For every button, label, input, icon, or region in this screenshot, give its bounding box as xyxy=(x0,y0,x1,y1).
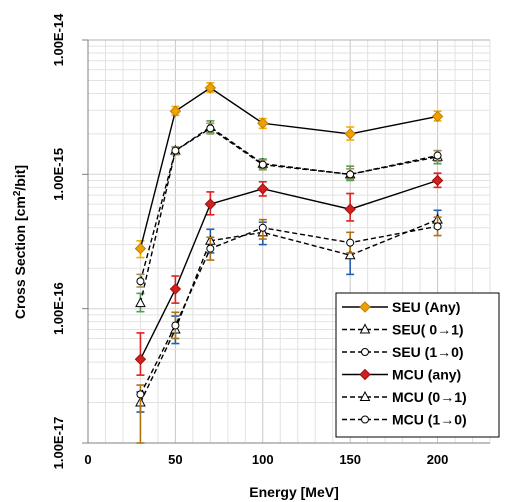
series-line xyxy=(139,218,438,403)
series-line xyxy=(139,87,438,249)
data-point xyxy=(346,170,355,179)
y-axis-title-end: /bit] xyxy=(12,165,28,191)
legend-item: SEU (1→0) xyxy=(342,344,464,360)
data-point xyxy=(136,390,145,399)
data-point xyxy=(135,297,146,308)
data-point xyxy=(258,223,267,232)
x-tick-label: 200 xyxy=(427,452,449,467)
legend-label: SEU (Any) xyxy=(392,299,460,315)
series-line xyxy=(139,225,438,395)
data-point xyxy=(171,146,180,155)
y-axis-title-sup: 2 xyxy=(12,190,23,196)
data-point xyxy=(169,105,182,117)
series-line xyxy=(139,127,438,282)
series-line xyxy=(139,126,438,304)
data-point xyxy=(344,203,356,215)
legend-marker xyxy=(359,323,371,334)
legend-label: MCU (0→1) xyxy=(392,389,467,405)
axes xyxy=(82,39,490,444)
series-group xyxy=(134,82,444,444)
series-3 xyxy=(134,172,444,376)
x-axis-title: Energy [MeV] xyxy=(249,484,338,500)
series-line xyxy=(139,179,438,360)
legend-marker xyxy=(361,415,369,424)
y-axis-title-main: Cross Section [cm xyxy=(12,196,28,319)
legend-item: SEU (Any) xyxy=(342,299,460,315)
data-point xyxy=(257,117,269,129)
data-point xyxy=(134,353,147,365)
data-point xyxy=(346,238,355,247)
x-tick-label: 100 xyxy=(252,452,274,467)
legend-label: SEU( 0→1) xyxy=(392,322,464,338)
legend: SEU (Any) SEU( 0→1) SEU (1→0) MCU (any) MCU … xyxy=(335,292,500,438)
data-point xyxy=(206,244,215,253)
legend-label: SEU (1→0) xyxy=(392,344,464,360)
data-point xyxy=(431,174,444,187)
tick-labels: 0 50 100 150 200 1.00E-17 1.00E-16 1.00E-15 1.00… xyxy=(51,13,448,470)
legend-box xyxy=(335,292,500,438)
data-point xyxy=(204,82,217,94)
legend-marker xyxy=(361,348,369,356)
data-point xyxy=(169,283,182,295)
legend-marker xyxy=(359,390,371,401)
series-2 xyxy=(136,122,442,288)
data-point xyxy=(433,151,442,160)
y-tick-label: 1.00E-15 xyxy=(51,148,66,201)
y-axis-title: Cross Section [cm2/bit] xyxy=(12,165,28,319)
data-point xyxy=(171,321,180,330)
data-point xyxy=(344,128,356,140)
series-1 xyxy=(135,120,443,313)
data-point xyxy=(206,124,215,133)
legend-item: MCU (any) xyxy=(342,367,461,383)
legend-item: SEU( 0→1) xyxy=(342,322,464,338)
y-tick-label: 1.00E-17 xyxy=(51,417,66,470)
data-point xyxy=(204,198,217,210)
data-point xyxy=(257,183,269,195)
legend-label: MCU (1→0) xyxy=(392,412,467,428)
data-point xyxy=(258,160,267,169)
x-tick-label: 50 xyxy=(168,452,182,467)
legend-item: MCU (1→0) xyxy=(342,412,467,428)
y-tick-label: 1.00E-14 xyxy=(51,13,66,67)
legend-label: MCU (any) xyxy=(392,367,461,383)
legend-marker xyxy=(359,368,371,381)
series-0 xyxy=(134,82,444,259)
x-tick-label: 150 xyxy=(339,452,361,467)
y-tick-label: 1.00E-16 xyxy=(51,282,66,335)
data-point xyxy=(433,222,442,231)
data-point xyxy=(134,242,147,255)
series-5 xyxy=(136,216,442,444)
data-point xyxy=(431,110,444,123)
x-tick-label: 0 xyxy=(84,452,91,467)
data-point xyxy=(136,277,145,286)
data-point xyxy=(344,249,356,260)
legend-item: MCU (0→1) xyxy=(342,389,467,405)
legend-marker xyxy=(359,301,371,313)
